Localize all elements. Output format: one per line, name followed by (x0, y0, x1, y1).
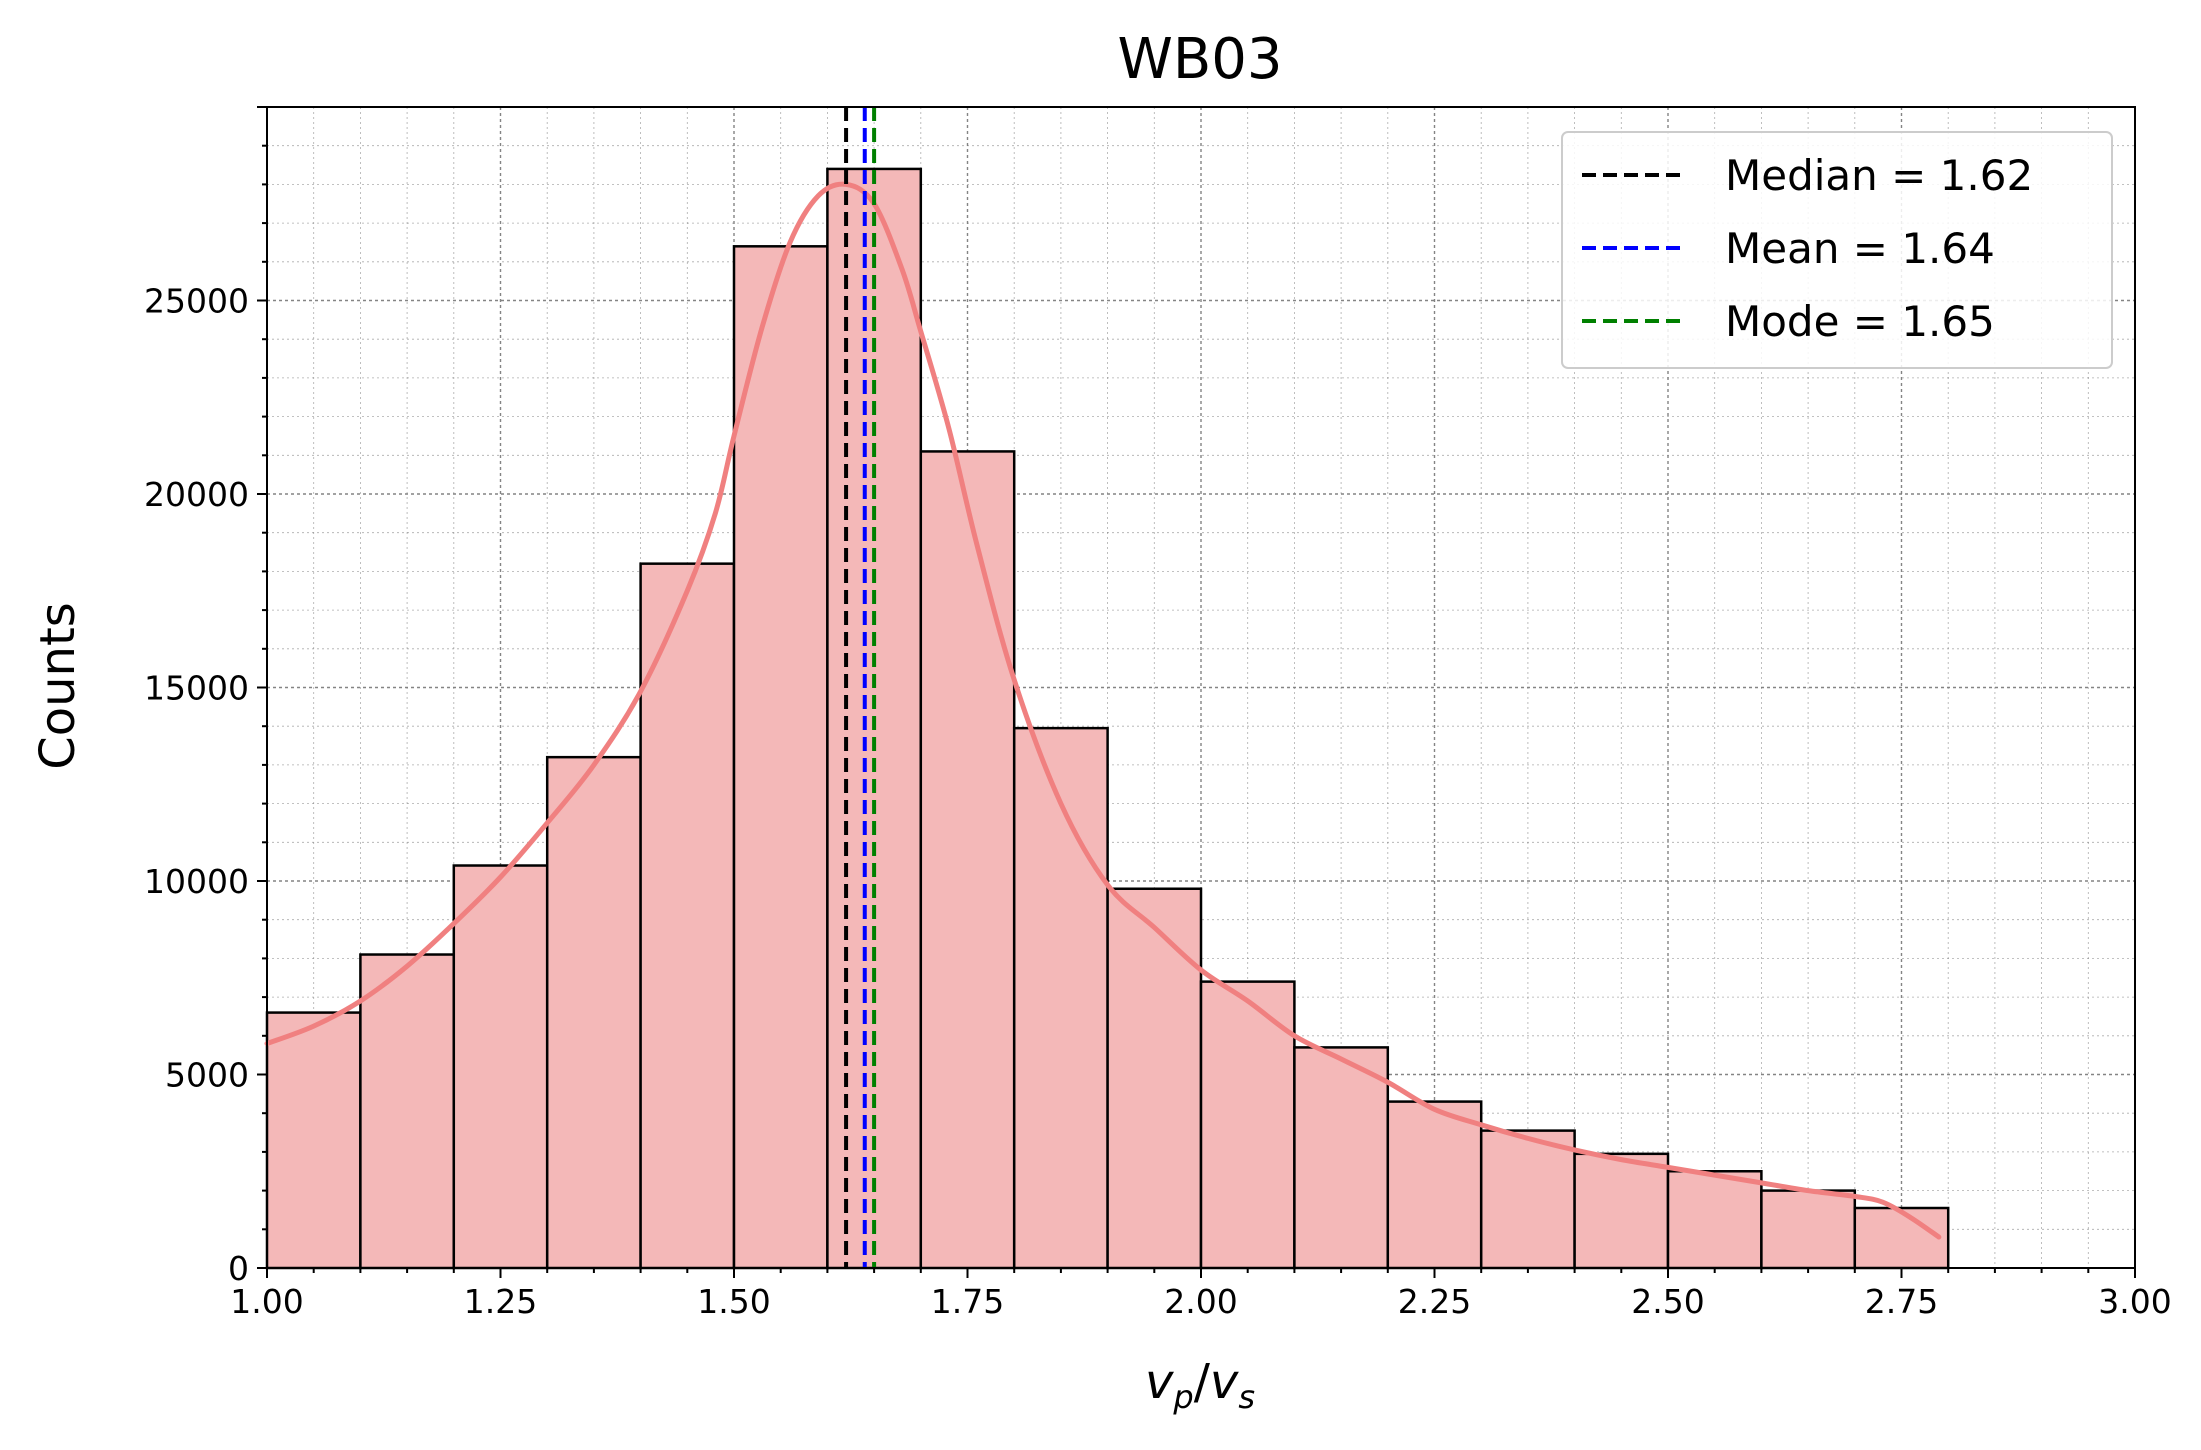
reference-lines (844, 107, 877, 1268)
x-axis-title-slash: / (1194, 1354, 1211, 1410)
y-tick-label: 5000 (165, 1056, 249, 1095)
histogram-bar-13 (1386, 1100, 1483, 1270)
histogram-bar-16 (1666, 1170, 1763, 1270)
x-tick-label: 1.00 (230, 1282, 303, 1321)
histogram-bar-6 (732, 245, 829, 1270)
x-axis-title: vp/vs (1145, 1354, 1255, 1416)
legend-mode-label: Mode = 1.65 (1725, 297, 1995, 346)
x-axis-title-v2: v (1210, 1354, 1239, 1410)
legend-median-label: Median = 1.62 (1725, 151, 2033, 200)
y-tick-label: 20000 (144, 475, 249, 514)
x-tick-label: 3.00 (2098, 1282, 2171, 1321)
y-tick-label: 10000 (144, 862, 249, 901)
histogram-bar-3 (452, 864, 549, 1270)
kde-curve-group (264, 181, 1942, 1240)
y-tick-labels: 0 5000 10000 15000 20000 25000 (144, 282, 249, 1289)
legend-mean-label: Mean = 1.64 (1725, 224, 1995, 273)
legend: Median = 1.62 Mean = 1.64 Mode = 1.65 (1561, 131, 2113, 369)
y-tick-label: 15000 (144, 669, 249, 708)
histogram-bar-12 (1293, 1046, 1390, 1270)
legend-box (1561, 131, 2113, 369)
x-axis-title-v1: v (1145, 1354, 1174, 1410)
y-tick-label: 25000 (144, 282, 249, 321)
x-axis-title-sub-p: p (1172, 1378, 1193, 1416)
x-tick-labels: 1.00 1.25 1.50 1.75 2.00 2.25 2.50 2.75 3.00 (230, 1282, 2171, 1321)
x-tick-label: 2.00 (1164, 1282, 1237, 1321)
histogram-bar-14 (1479, 1129, 1576, 1270)
histogram-bar-11 (1199, 980, 1296, 1270)
histogram-bar-18 (1853, 1206, 1950, 1270)
x-tick-label: 2.75 (1865, 1282, 1938, 1321)
chart-title: WB03 (1117, 27, 1282, 92)
x-tick-label: 2.50 (1631, 1282, 1704, 1321)
histogram-bar-2 (359, 953, 456, 1270)
histogram-bar-8 (919, 450, 1016, 1270)
histogram-bar-5 (639, 562, 736, 1270)
histogram-bar-4 (545, 755, 642, 1270)
histogram-bar-10 (1106, 887, 1203, 1270)
histogram-bar-1 (265, 1011, 362, 1270)
histogram-bar-17 (1760, 1189, 1857, 1270)
y-axis-title: Counts (30, 602, 86, 770)
axis-ticks (257, 106, 2136, 1278)
x-tick-label: 1.25 (464, 1282, 537, 1321)
x-axis-title-sub-s: s (1238, 1378, 1255, 1416)
x-tick-label: 1.50 (697, 1282, 770, 1321)
x-tick-label: 2.25 (1398, 1282, 1471, 1321)
histogram-bars (265, 167, 1950, 1270)
kde-curve (264, 181, 1942, 1240)
y-tick-label: 0 (228, 1249, 249, 1288)
x-tick-label: 1.75 (931, 1282, 1004, 1321)
histogram-bar-15 (1573, 1152, 1670, 1270)
